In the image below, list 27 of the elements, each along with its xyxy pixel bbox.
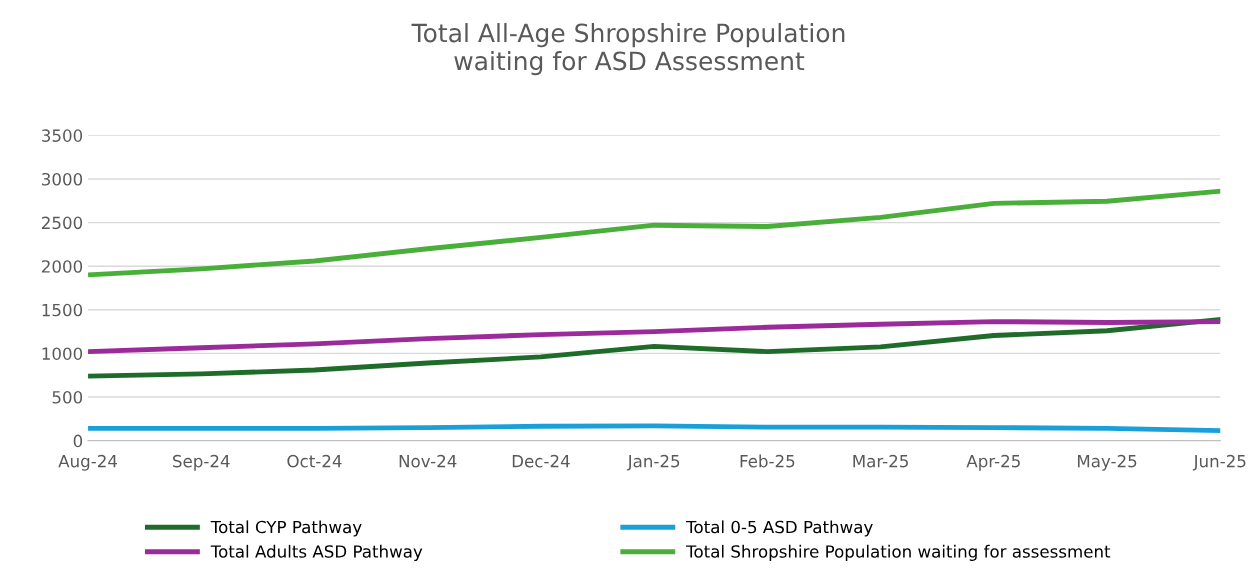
x-tick-label: Jun-25 [1192,454,1246,471]
x-tick-label: Feb-25 [740,454,795,468]
x-tick-label: Apr-25 [966,454,1020,471]
y-tick-label: 0 [73,434,83,448]
x-tick-label: Jan-25 [626,454,680,471]
x-tick-label: Oct-24 [287,454,342,468]
y-tick-label: 2000 [42,260,83,273]
y-tick-label: 500 [52,390,83,404]
x-tick-label: Aug-24 [58,454,118,471]
chart-title: Total All-Age Shropshire Population waiting for ASD Assessment [411,23,845,76]
x-tick-label: Sep-24 [173,454,230,471]
y-tick-label: 3000 [42,172,83,186]
y-tick-label: 2500 [42,216,83,230]
x-tick-label: Nov-24 [399,454,457,468]
x-tick-label: May-25 [1077,454,1137,471]
legend-label: Total 0-5 ASD Pathway [686,520,873,537]
legend-label: Total Adults ASD Pathway [210,544,423,561]
line-series [88,316,1221,379]
x-tick-label: Dec-24 [512,454,570,468]
line-series [88,319,1221,355]
y-tick-label: 1500 [42,303,83,317]
y-tick-label: 3500 [42,129,83,142]
y-tick-label: 1000 [42,347,83,360]
legend-label: Total Shropshire Population waiting for assessment [686,544,1111,561]
legend-label: Total CYP Pathway [210,520,362,537]
x-tick-label: Mar-25 [853,454,908,468]
line-series [88,188,1221,278]
